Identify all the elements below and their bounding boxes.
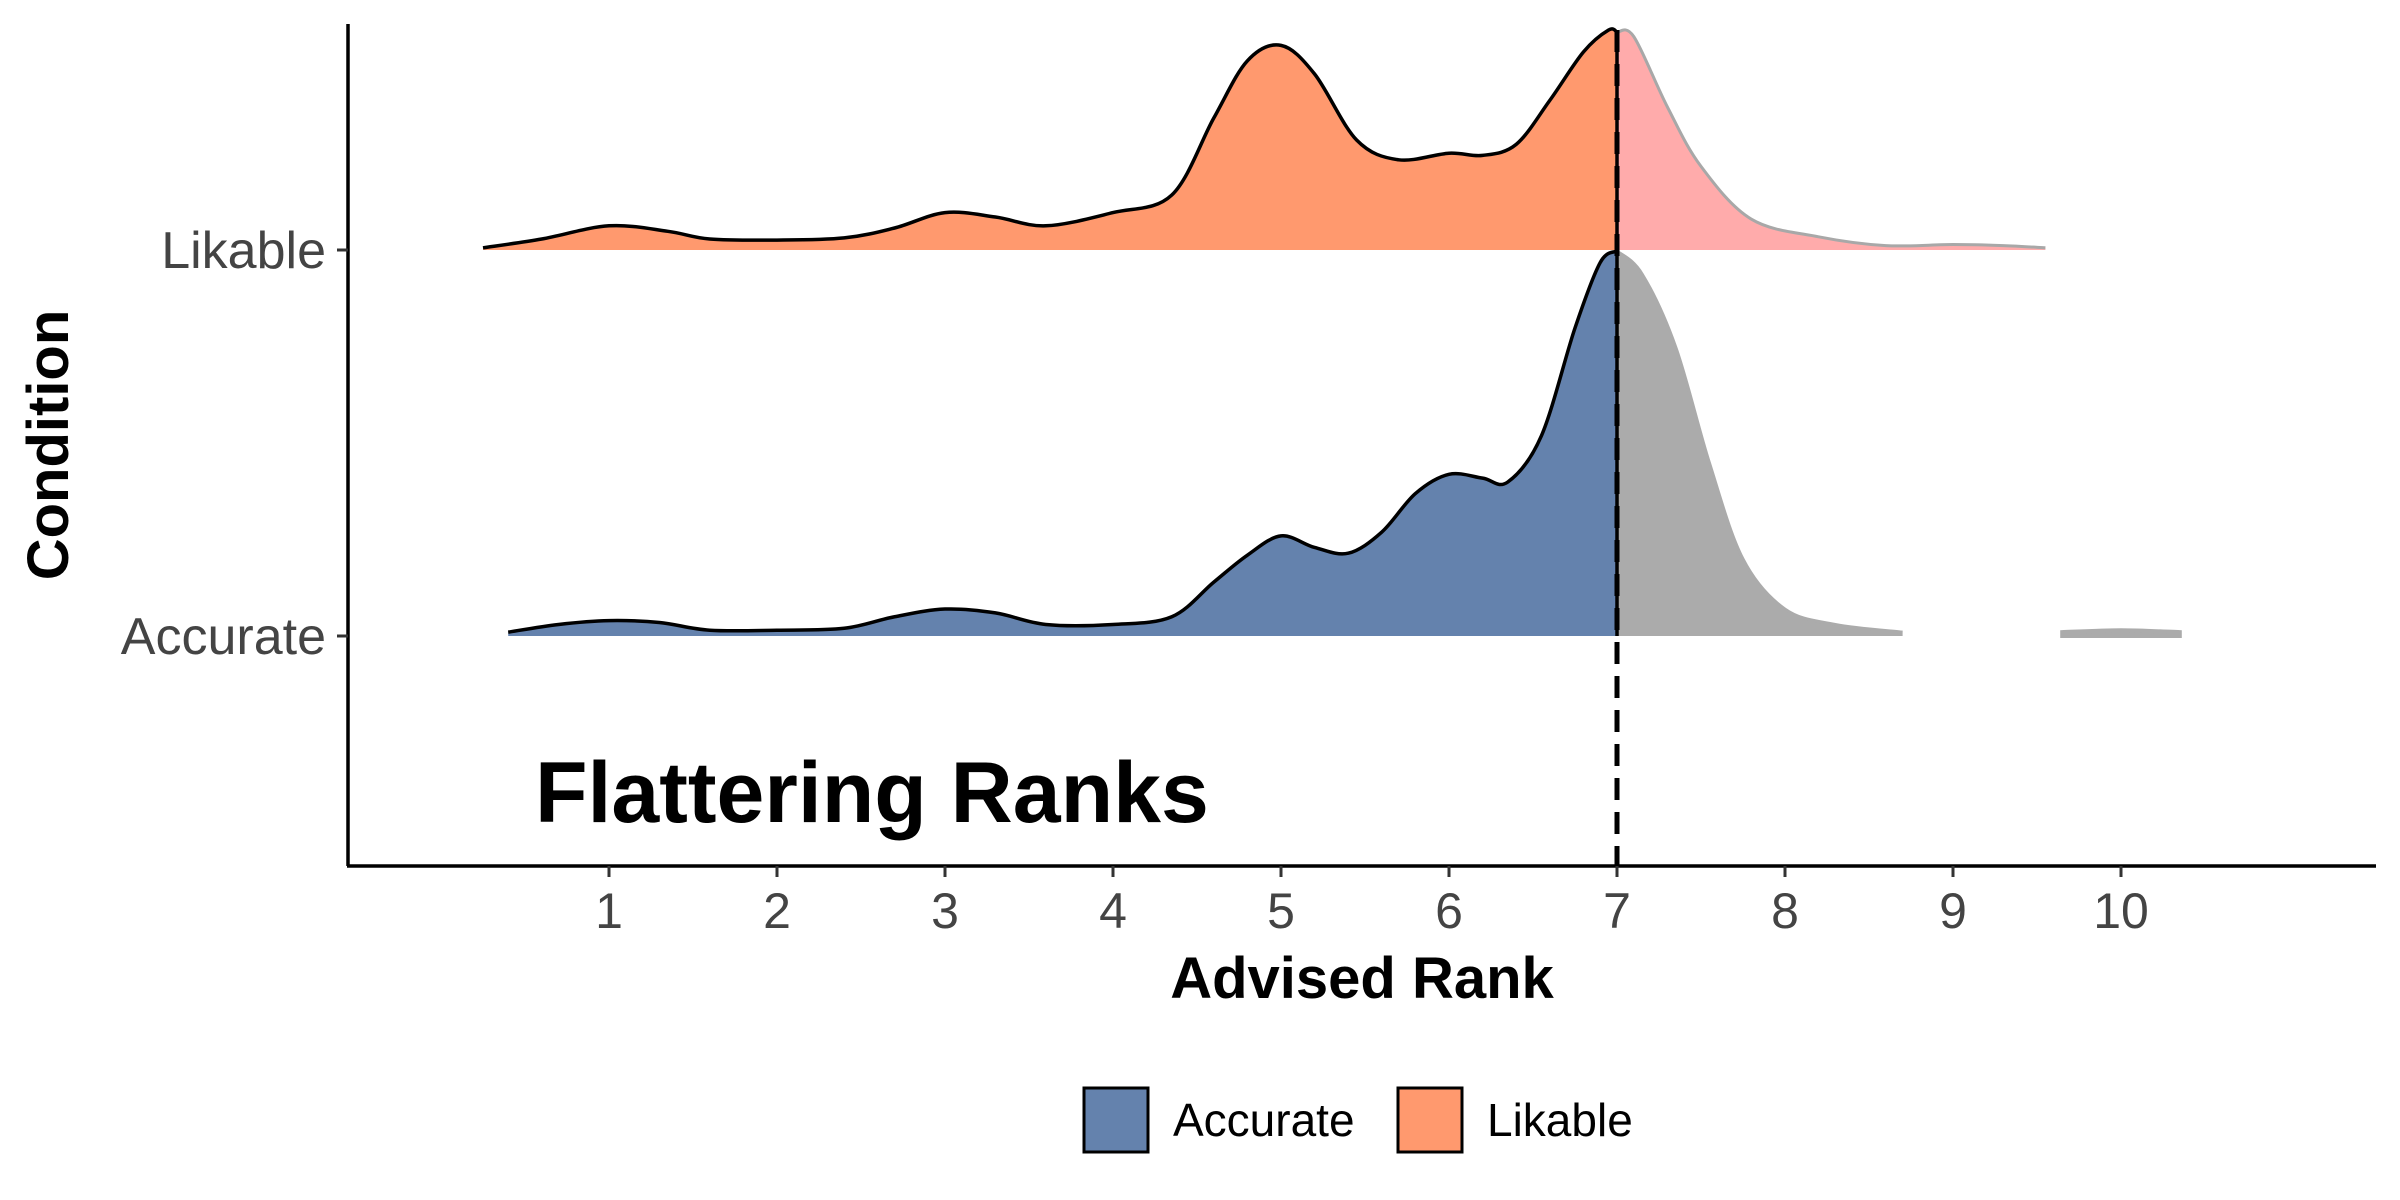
plot-area: Flattering Ranks bbox=[482, 27, 2182, 866]
legend-swatch-accurate bbox=[1082, 1086, 1150, 1154]
x-tick-label-1: 1 bbox=[595, 883, 623, 939]
ridge-likable bbox=[482, 27, 2046, 251]
legend-label-accurate: Accurate bbox=[1173, 1094, 1355, 1146]
ridge-likable-fill-above-7 bbox=[1617, 29, 2046, 251]
ridge-accurate-tail-blob bbox=[2060, 628, 2182, 638]
axes: 1 2 3 4 5 6 7 8 9 10 Accurate Likable Advised Rank… bbox=[16, 24, 2376, 1011]
legend: Accurate Likable bbox=[1082, 1086, 1633, 1154]
ridge-likable-fill-below-7 bbox=[483, 28, 1617, 250]
x-axis-title: Advised Rank bbox=[1170, 946, 1554, 1011]
ridge-likable-outline-below-7 bbox=[482, 27, 1619, 250]
x-tick-label-8: 8 bbox=[1771, 883, 1799, 939]
ridge-accurate-outline-below-7 bbox=[507, 247, 1619, 636]
x-tick-label-6: 6 bbox=[1435, 883, 1463, 939]
density-series-layer bbox=[482, 27, 2182, 638]
ridge-accurate-fill-above-7 bbox=[1617, 251, 1903, 636]
legend-swatch-likable bbox=[1396, 1086, 1464, 1154]
x-tick-label-5: 5 bbox=[1267, 883, 1295, 939]
x-tick-label-2: 2 bbox=[763, 883, 791, 939]
y-tick-label-likable: Likable bbox=[161, 222, 326, 280]
annotation-text: Flattering Ranks bbox=[535, 745, 1209, 841]
ridge-accurate bbox=[507, 247, 2182, 638]
y-axis-title: Condition bbox=[16, 310, 81, 581]
x-tick-label-4: 4 bbox=[1099, 883, 1127, 939]
ridge-accurate-fill-below-7 bbox=[508, 251, 1618, 636]
ridge-accurate-outline-above-7 bbox=[1615, 249, 1903, 634]
y-ticks: Accurate Likable bbox=[121, 222, 348, 666]
x-ticks: 1 2 3 4 5 6 7 8 9 10 bbox=[595, 866, 2149, 939]
x-tick-label-3: 3 bbox=[931, 883, 959, 939]
ridge-likable-outline-above-7 bbox=[1616, 28, 2046, 250]
legend-label-likable: Likable bbox=[1487, 1094, 1633, 1146]
x-tick-label-10: 10 bbox=[2093, 883, 2149, 939]
x-tick-label-9: 9 bbox=[1939, 883, 1967, 939]
y-tick-label-accurate: Accurate bbox=[121, 608, 326, 666]
x-tick-label-7: 7 bbox=[1603, 883, 1631, 939]
